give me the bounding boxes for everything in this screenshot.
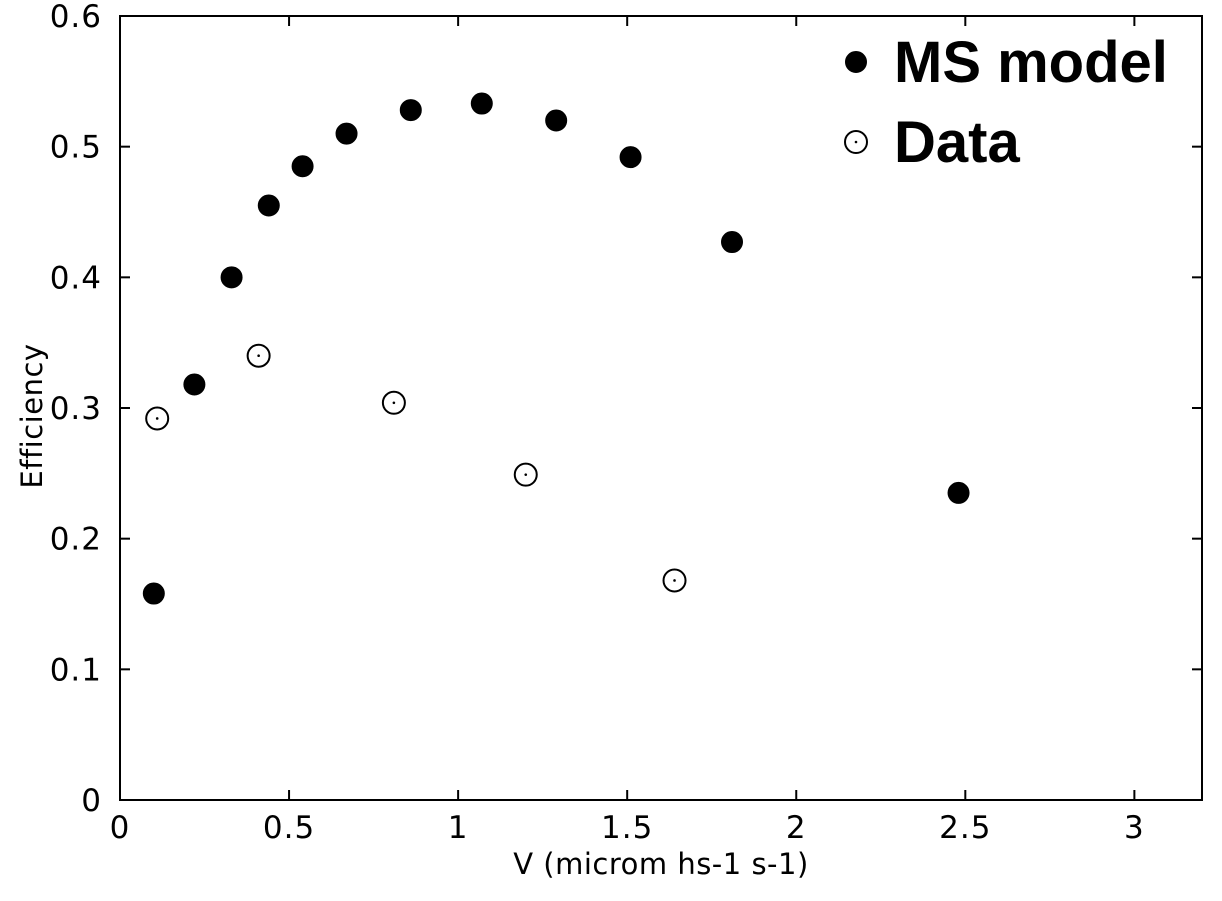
data-point-filled <box>291 155 314 178</box>
x-axis-ticks: 0 0.5 1 1.5 2 2.5 3 <box>110 16 1145 846</box>
data-point-filled <box>142 582 165 605</box>
data-point-filled <box>470 92 493 115</box>
x-tick-label: 1.5 <box>601 810 653 846</box>
data-point-filled <box>257 194 280 217</box>
series-data <box>145 343 687 593</box>
x-tick-label: 0.5 <box>263 810 315 846</box>
y-tick-label: 0.5 <box>50 130 102 166</box>
data-point-filled <box>399 99 422 122</box>
x-tick-label: 2 <box>786 810 807 846</box>
y-axis-label: Efficiency <box>15 343 49 488</box>
plot-frame <box>119 15 1203 801</box>
data-point-filled <box>947 481 970 504</box>
legend: MS model Data <box>844 30 1168 175</box>
x-tick-label: 3 <box>1124 810 1145 846</box>
legend-marker-filled <box>845 51 867 73</box>
legend-label: Data <box>894 110 1020 175</box>
y-tick-label: 0.3 <box>50 391 102 427</box>
data-point-open <box>145 406 170 431</box>
data-point-filled <box>721 231 744 254</box>
legend-label: MS model <box>894 30 1168 95</box>
data-point-filled <box>545 109 568 132</box>
data-point-filled <box>619 146 642 169</box>
marker-center-dot <box>257 354 260 358</box>
data-point-open <box>662 568 687 593</box>
data-point-open <box>381 390 406 415</box>
series-ms-model <box>142 92 970 605</box>
marker-center-dot <box>392 401 396 405</box>
y-axis-ticks: 0 0.1 0.2 0.3 0.4 0.5 0.6 <box>50 0 1202 819</box>
legend-marker-open <box>844 130 868 154</box>
x-axis-label: V (microm hs-1 s-1) <box>513 847 809 881</box>
marker-center-dot <box>155 417 159 420</box>
marker-center-dot <box>524 473 528 476</box>
x-tick-label: 1 <box>448 810 469 846</box>
legend-item: MS model <box>845 30 1168 95</box>
y-tick-label: 0.2 <box>50 522 102 558</box>
x-tick-label: 0 <box>110 810 131 846</box>
y-tick-label: 0.6 <box>50 0 102 35</box>
data-point-filled <box>220 266 243 289</box>
marker-center-dot <box>854 140 858 144</box>
y-tick-label: 0.1 <box>50 652 102 688</box>
y-tick-label: 0.4 <box>50 260 102 296</box>
y-tick-label: 0 <box>81 783 102 819</box>
data-point-filled <box>183 373 206 396</box>
legend-item: Data <box>844 110 1020 175</box>
data-point-open <box>246 343 271 368</box>
data-point-open <box>513 462 538 487</box>
data-points <box>142 92 970 605</box>
x-tick-label: 2.5 <box>939 810 991 846</box>
marker-center-dot <box>673 579 676 582</box>
data-point-filled <box>335 122 358 145</box>
